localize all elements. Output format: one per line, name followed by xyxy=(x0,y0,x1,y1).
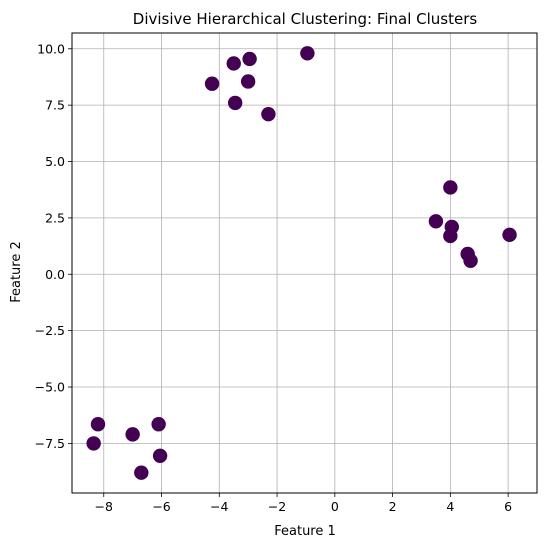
data-point xyxy=(242,51,257,67)
x-axis-ticks: −8 −6 −4 −2 0 2 4 6 xyxy=(95,493,512,514)
y-tick-label: 0.0 xyxy=(45,267,65,282)
data-point xyxy=(428,214,444,229)
data-point xyxy=(204,76,220,91)
chart-title: Divisive Hierarchical Clustering: Final … xyxy=(133,10,478,28)
data-point xyxy=(463,253,478,268)
plot-frame xyxy=(71,32,538,494)
grid-lines xyxy=(72,33,537,493)
data-point xyxy=(502,227,517,243)
data-point xyxy=(125,427,140,442)
x-axis-label: Feature 1 xyxy=(274,524,336,539)
x-tick-label: −4 xyxy=(210,499,228,514)
data-point xyxy=(226,56,241,71)
data-point xyxy=(151,417,166,432)
x-tick-label: −8 xyxy=(95,499,113,514)
data-point xyxy=(261,106,276,122)
x-tick-label: 6 xyxy=(504,499,512,514)
y-tick-label: −7.5 xyxy=(35,436,65,451)
data-point xyxy=(300,46,315,61)
x-tick-label: 0 xyxy=(331,499,339,514)
x-tick-label: −6 xyxy=(152,499,170,514)
x-tick-label: 4 xyxy=(446,499,454,514)
data-point xyxy=(227,95,243,111)
y-axis-ticks: −7.5 −5.0 −2.5 0.0 2.5 5.0 7.5 10.0 xyxy=(35,41,72,451)
y-axis-label: Feature 2 xyxy=(9,241,24,303)
data-point xyxy=(134,465,149,480)
x-tick-label: 2 xyxy=(389,499,397,514)
data-point xyxy=(443,180,458,195)
data-point xyxy=(86,436,101,451)
x-tick-label: −2 xyxy=(268,499,286,514)
y-tick-label: 7.5 xyxy=(45,98,65,113)
y-tick-label: −2.5 xyxy=(35,323,65,338)
y-tick-label: 10.0 xyxy=(37,41,65,56)
y-tick-label: 5.0 xyxy=(45,154,65,169)
y-tick-label: −5.0 xyxy=(35,380,65,395)
data-points xyxy=(86,46,517,480)
data-point xyxy=(152,448,168,463)
data-point xyxy=(443,228,458,244)
y-tick-label: 2.5 xyxy=(45,210,65,225)
data-point xyxy=(240,74,256,89)
data-point xyxy=(90,417,106,432)
